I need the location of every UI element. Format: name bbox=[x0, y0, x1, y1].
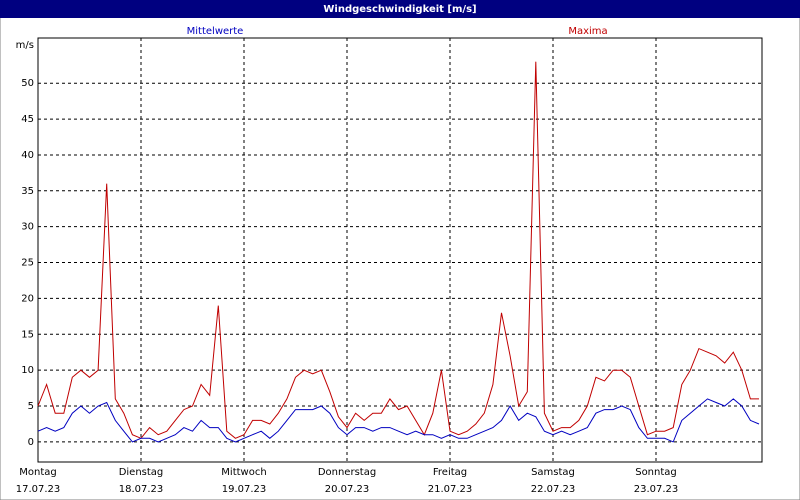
legend-entry: Maxima bbox=[568, 26, 607, 37]
x-tick-label: Freitag bbox=[433, 467, 467, 478]
x-tick-label: Mittwoch bbox=[221, 467, 266, 478]
series-line bbox=[37, 61, 759, 439]
x-tick-label: 18.07.23 bbox=[119, 484, 164, 495]
y-tick-label: 35 bbox=[21, 186, 34, 197]
y-tick-label: 25 bbox=[21, 258, 34, 269]
x-tick-label: Sonntag bbox=[635, 467, 677, 478]
y-tick-label: 40 bbox=[21, 150, 34, 161]
x-tick-label: 17.07.23 bbox=[16, 484, 61, 495]
y-tick-label: 10 bbox=[21, 365, 34, 376]
x-tick-label: 20.07.23 bbox=[325, 484, 370, 495]
y-axis-label: m/s bbox=[16, 40, 34, 51]
y-tick-label: 50 bbox=[21, 78, 34, 89]
plot-area bbox=[37, 37, 763, 463]
series-line bbox=[37, 398, 760, 443]
y-tick-label: 30 bbox=[21, 222, 34, 233]
title-bar bbox=[0, 0, 800, 18]
x-tick-label: 23.07.23 bbox=[634, 484, 679, 495]
chart-title: Windgeschwindigkeit [m/s] bbox=[323, 4, 476, 15]
x-tick-label: Donnerstag bbox=[318, 467, 376, 478]
y-tick-label: 15 bbox=[21, 329, 34, 340]
x-tick-label: Samstag bbox=[531, 467, 575, 478]
x-tick-label: 22.07.23 bbox=[531, 484, 576, 495]
legend-entry: Mittelwerte bbox=[187, 26, 244, 37]
y-tick-label: 20 bbox=[21, 293, 34, 304]
y-tick-label: 0 bbox=[28, 437, 34, 448]
x-tick-label: Montag bbox=[19, 467, 56, 478]
x-tick-label: 21.07.23 bbox=[428, 484, 473, 495]
y-tick-label: 45 bbox=[21, 114, 34, 125]
x-tick-label: Dienstag bbox=[119, 467, 164, 478]
y-tick-label: 5 bbox=[28, 401, 34, 412]
x-tick-label: 19.07.23 bbox=[222, 484, 267, 495]
